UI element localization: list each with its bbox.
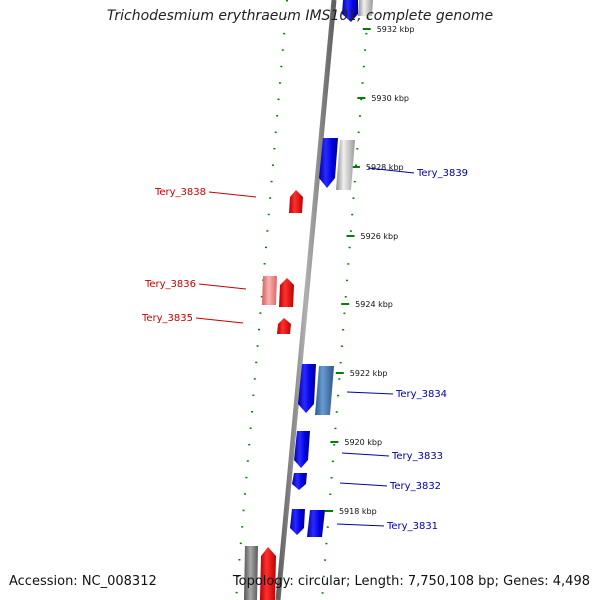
gene-tery-3835[interactable] bbox=[277, 318, 291, 334]
gene-tery-3834-a[interactable] bbox=[298, 364, 316, 413]
gene-tery-3837[interactable] bbox=[262, 276, 277, 305]
gene-tery-3832[interactable] bbox=[292, 473, 307, 490]
reverse-gene-labels: Tery_3838 Tery_3836 Tery_3835 bbox=[141, 187, 257, 324]
scale-tick-label: 5932 kbp bbox=[377, 25, 415, 34]
scale-tick-label: 5930 kbp bbox=[371, 94, 409, 103]
gene-tery-3839[interactable] bbox=[336, 140, 355, 190]
gene-top-silver[interactable] bbox=[358, 0, 373, 16]
genome-backbone bbox=[275, 0, 337, 600]
map-title: Trichodesmium erythraeum IMS101, complet… bbox=[106, 8, 494, 24]
gene-red-bottom[interactable] bbox=[260, 547, 276, 600]
gene-tery-3834[interactable] bbox=[315, 366, 334, 415]
gene-tery-3839-a[interactable] bbox=[319, 138, 338, 188]
gene-tery-3831-a[interactable] bbox=[290, 509, 305, 535]
scale-tick-label: 5926 kbp bbox=[361, 232, 399, 241]
scale-tick-label: 5924 kbp bbox=[355, 300, 393, 309]
gene-label-tery-3834[interactable]: Tery_3834 bbox=[395, 389, 447, 400]
scale-ticks: 5932 kbp 5930 kbp 5928 kbp 5926 kbp 5924 kbp… bbox=[324, 25, 415, 516]
gene-grey-bottom[interactable] bbox=[244, 546, 258, 600]
leader-line-tery-3831 bbox=[336, 523, 385, 527]
gene-tery-3831[interactable] bbox=[307, 510, 325, 537]
gene-label-tery-3835[interactable]: Tery_3835 bbox=[141, 313, 193, 324]
gene-tery-3836[interactable] bbox=[279, 278, 294, 307]
leader-line-tery-3839 bbox=[367, 167, 415, 174]
gene-label-tery-3833[interactable]: Tery_3833 bbox=[391, 451, 443, 462]
scale-tick-label: 5922 kbp bbox=[350, 369, 388, 378]
leader-line-tery-3834 bbox=[346, 391, 394, 395]
scale-tick-label: 5928 kbp bbox=[366, 163, 404, 172]
reverse-strand-genes bbox=[260, 190, 303, 600]
gene-label-tery-3831[interactable]: Tery_3831 bbox=[386, 521, 438, 532]
gene-top-blue[interactable] bbox=[342, 0, 358, 22]
forward-gene-labels: Tery_3839 Tery_3834 Tery_3833 Tery_3832 … bbox=[336, 167, 468, 532]
accession-label: Accession: NC_008312 bbox=[9, 574, 157, 589]
genome-summary: Topology: circular; Length: 7,750,108 bp… bbox=[232, 574, 590, 589]
gene-tery-3833[interactable] bbox=[294, 431, 310, 468]
leader-line-tery-3835 bbox=[195, 317, 244, 324]
forward-strand-genes[interactable] bbox=[290, 0, 373, 537]
inner-ruler-line bbox=[235, 0, 288, 600]
gene-label-tery-3839[interactable]: Tery_3839 bbox=[416, 168, 468, 179]
gene-tery-3838[interactable] bbox=[289, 190, 303, 213]
leader-line-tery-3833 bbox=[341, 452, 390, 457]
outer-ruler-line bbox=[321, 0, 370, 600]
gene-label-tery-3832[interactable]: Tery_3832 bbox=[389, 481, 441, 492]
leader-line-tery-3832 bbox=[339, 482, 388, 487]
leader-line-tery-3838 bbox=[208, 191, 257, 198]
leader-line-tery-3836 bbox=[198, 283, 247, 290]
scale-tick-label: 5920 kbp bbox=[344, 438, 382, 447]
gene-label-tery-3836[interactable]: Tery_3836 bbox=[144, 279, 196, 290]
scale-tick-label: 5918 kbp bbox=[339, 507, 377, 516]
gene-label-tery-3838[interactable]: Tery_3838 bbox=[154, 187, 206, 198]
